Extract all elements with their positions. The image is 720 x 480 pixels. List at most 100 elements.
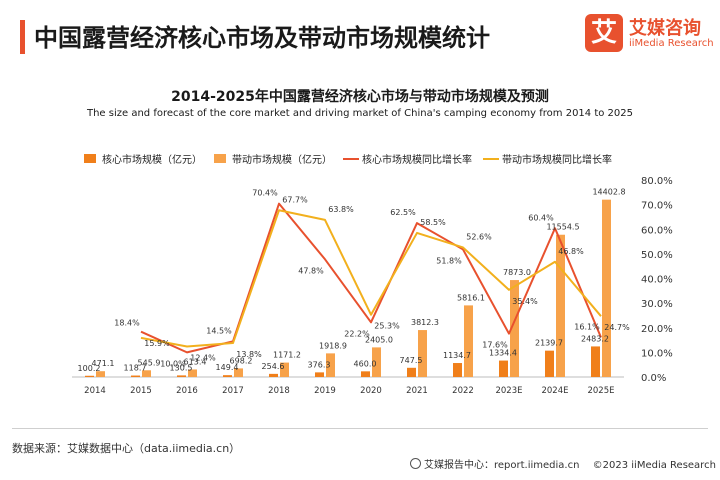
chart-subtitle: The size and forecast of the core market… [86, 108, 633, 119]
core-bar [223, 375, 232, 377]
title-accent-bar [20, 20, 25, 54]
y-right-tick: 0.0% [641, 373, 666, 384]
core-bar-label: 2483.2 [581, 334, 609, 343]
page-title: 中国露营经济核心市场及带动市场规模统计 [34, 24, 490, 52]
driven-bar [372, 347, 381, 377]
x-tick-label: 2016 [176, 386, 198, 395]
y-right-tick: 20.0% [641, 324, 673, 335]
y-right-tick: 40.0% [641, 275, 673, 286]
driven-bar-label: 7873.0 [503, 268, 531, 277]
driven-bar [142, 370, 151, 377]
driven-bar-label: 698.2 [230, 356, 253, 365]
x-tick-label: 2021 [406, 386, 428, 395]
driven-bar-label: 1171.2 [273, 351, 301, 360]
core-growth-label: 14.5% [206, 326, 232, 335]
y-right-tick: 50.0% [641, 250, 673, 261]
footer-divider [12, 428, 708, 429]
driven-bar-label: 2405.0 [365, 335, 393, 344]
driven-bar-label: 471.1 [92, 359, 115, 368]
copyright-text: ©2023 iiMedia Research [592, 460, 716, 471]
legend-swatch [84, 154, 96, 163]
core-bar [177, 375, 186, 377]
core-bar [545, 350, 554, 377]
core-bar [85, 375, 94, 377]
driven-growth-label: 58.5% [420, 218, 446, 227]
core-bar [131, 375, 140, 377]
logo-text-en: iiMedia Research [629, 38, 714, 49]
driven-growth-label: 67.7% [282, 195, 308, 204]
report-center-icon [410, 458, 421, 469]
driven-bar [464, 305, 473, 377]
report-center-link[interactable]: 艾媒报告中心：report.iimedia.cn [424, 460, 580, 471]
market-size-chart: 核心市场规模（亿元） 带动市场规模（亿元） 核心市场规模同比增长率 带动市场规模同比增… [72, 153, 673, 395]
footer-credits: 艾媒报告中心：report.iimedia.cn ©2023 iiMedia R… [410, 456, 716, 471]
driven-bar-label: 3812.3 [411, 318, 439, 327]
core-bar [407, 367, 416, 377]
driven-bar-label: 5816.1 [457, 293, 485, 302]
core-bar-label: 254.6 [262, 362, 285, 371]
core-growth-label: 47.8% [298, 266, 324, 275]
core-bar [499, 360, 508, 377]
core-growth-label: 10.0% [160, 359, 186, 368]
driven-bar [234, 368, 243, 377]
legend-label: 核心市场规模（亿元） [102, 153, 202, 166]
driven-bar [510, 280, 519, 377]
core-bar-label: 1334.4 [489, 349, 517, 358]
core-growth-label: 51.8% [436, 256, 462, 265]
core-growth-label: 16.1% [574, 322, 600, 331]
logo-text-cn: 艾媒咨询 [629, 18, 701, 39]
driven-bar-label: 613.4 [184, 357, 207, 366]
x-tick-label: 2017 [222, 386, 244, 395]
core-bar [315, 372, 324, 377]
core-growth-label: 62.5% [390, 208, 416, 217]
driven-growth-label: 52.6% [466, 232, 492, 241]
driven-growth-label: 46.8% [558, 247, 584, 256]
driven-bar [280, 362, 289, 377]
x-tick-label: 2015 [130, 386, 152, 395]
x-tick-label: 2023E [495, 386, 522, 395]
x-tick-label: 2020 [360, 386, 382, 395]
core-bar-label: 460.0 [354, 359, 377, 368]
core-growth-label: 17.6% [482, 341, 508, 350]
core-bar [361, 371, 370, 377]
driven-growth-label: 13.8% [236, 350, 262, 359]
legend-label: 带动市场规模（亿元） [232, 153, 332, 166]
core-growth-label: 60.4% [528, 213, 554, 222]
core-bar-label: 100.2 [78, 364, 101, 373]
core-bar-label: 118.7 [124, 364, 147, 373]
driven-bar-label: 1918.9 [319, 341, 347, 350]
x-tick-label: 2022 [452, 386, 474, 395]
data-source: 数据来源：艾媒数据中心（data.iimedia.cn） [12, 442, 241, 455]
y-right-tick: 10.0% [641, 348, 673, 359]
driven-growth-label: 35.4% [512, 297, 538, 306]
logo-mark: 艾 [585, 14, 623, 52]
driven-growth-label: 63.8% [328, 205, 354, 214]
x-tick-label: 2018 [268, 386, 290, 395]
driven-bar [418, 330, 427, 377]
driven-bar-label: 14402.8 [592, 188, 625, 197]
x-tick-label: 2025E [587, 386, 614, 395]
core-bar [591, 346, 600, 377]
core-bar-label: 747.5 [400, 356, 423, 365]
chart-title: 2014-2025年中国露营经济核心市场与带动市场规模及预测 [171, 89, 549, 105]
driven-bar [96, 371, 105, 377]
driven-bar [556, 234, 565, 377]
y-right-tick: 70.0% [641, 201, 673, 212]
core-bar-label: 1134.7 [443, 351, 471, 360]
y-right-tick: 80.0% [641, 176, 673, 187]
x-tick-label: 2024E [541, 386, 568, 395]
driven-bar-label: 11554.5 [546, 223, 579, 232]
x-tick-label: 2019 [314, 386, 336, 395]
legend-label: 核心市场规模同比增长率 [362, 153, 472, 166]
y-right-tick: 30.0% [641, 299, 673, 310]
core-bar [453, 363, 462, 377]
legend-swatch [214, 154, 226, 163]
driven-bar [188, 369, 197, 377]
driven-bar [326, 353, 335, 377]
driven-growth-label: 15.9% [144, 339, 170, 348]
driven-bar [602, 199, 611, 377]
core-growth-label: 18.4% [114, 319, 140, 328]
core-bar-label: 149.4 [216, 363, 239, 372]
legend-label: 带动市场规模同比增长率 [502, 153, 612, 166]
driven-growth-label: 12.4% [190, 353, 216, 362]
